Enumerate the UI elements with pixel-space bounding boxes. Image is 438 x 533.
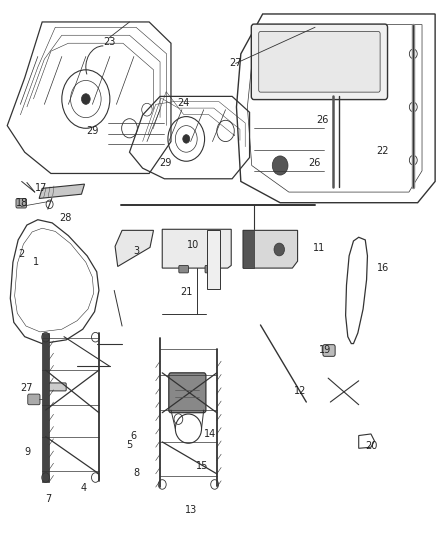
Text: 4: 4 [81, 483, 87, 493]
Text: 5: 5 [127, 440, 133, 450]
Text: 15: 15 [196, 461, 208, 471]
Text: 14: 14 [204, 429, 216, 439]
Text: 8: 8 [133, 468, 139, 478]
Polygon shape [39, 184, 85, 198]
Circle shape [272, 156, 288, 175]
FancyBboxPatch shape [205, 265, 215, 273]
Text: 19: 19 [318, 345, 331, 356]
Text: 24: 24 [177, 98, 189, 108]
FancyBboxPatch shape [28, 394, 40, 405]
Text: 16: 16 [377, 263, 389, 272]
Polygon shape [115, 230, 153, 266]
Text: 10: 10 [187, 240, 199, 250]
Text: 21: 21 [180, 287, 192, 297]
Text: 11: 11 [313, 243, 325, 253]
Polygon shape [42, 333, 49, 482]
FancyBboxPatch shape [323, 345, 335, 357]
FancyBboxPatch shape [16, 198, 26, 208]
Text: 6: 6 [131, 431, 137, 441]
Text: 1: 1 [32, 257, 39, 267]
Text: 27: 27 [21, 383, 33, 393]
Circle shape [81, 94, 90, 104]
Polygon shape [243, 230, 297, 268]
Circle shape [183, 135, 190, 143]
Text: 29: 29 [159, 158, 172, 168]
Text: 7: 7 [46, 494, 52, 504]
Text: 29: 29 [86, 126, 99, 136]
Circle shape [274, 243, 285, 256]
FancyBboxPatch shape [251, 24, 388, 100]
Text: 28: 28 [59, 213, 71, 223]
Text: 23: 23 [103, 37, 115, 47]
Text: 18: 18 [16, 198, 28, 208]
Polygon shape [162, 229, 231, 268]
Text: 12: 12 [293, 386, 306, 397]
FancyBboxPatch shape [48, 383, 66, 391]
FancyBboxPatch shape [259, 31, 380, 92]
Text: 26: 26 [308, 158, 320, 168]
Text: 3: 3 [133, 246, 139, 255]
FancyBboxPatch shape [179, 265, 188, 273]
Text: 26: 26 [317, 115, 329, 125]
Text: 27: 27 [230, 59, 242, 68]
Text: 13: 13 [184, 505, 197, 515]
Text: 9: 9 [25, 447, 31, 456]
Polygon shape [243, 230, 254, 268]
FancyBboxPatch shape [169, 373, 206, 413]
Text: 17: 17 [35, 183, 47, 193]
Text: 22: 22 [377, 146, 389, 156]
Polygon shape [207, 230, 220, 289]
Text: 20: 20 [365, 441, 377, 451]
Text: 2: 2 [18, 249, 25, 259]
